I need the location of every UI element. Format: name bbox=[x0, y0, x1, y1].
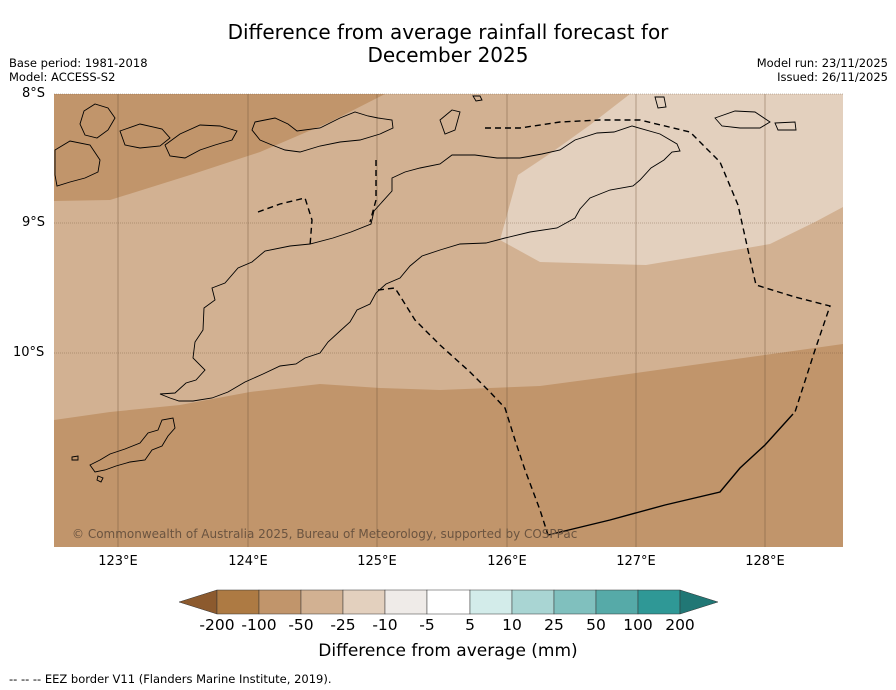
lon-label-123: 123°E bbox=[98, 554, 138, 569]
model-name: Model: ACCESS-S2 bbox=[9, 70, 116, 84]
coastline-sumba-savu bbox=[89, 417, 176, 473]
colorbar-cell-3 bbox=[300, 589, 344, 615]
colorbar-cell-9 bbox=[553, 589, 597, 615]
lat-label-8s: 8°S bbox=[22, 86, 46, 101]
footer-eez-note: -- -- -- EEZ border V11 (Flanders Marine… bbox=[9, 672, 332, 686]
lon-label-127: 127°E bbox=[616, 554, 656, 569]
colorbar-cell-11 bbox=[637, 589, 681, 615]
meta-left: Base period: 1981-2018 Model: ACCESS-S2 bbox=[9, 56, 148, 84]
eez-border bbox=[257, 119, 831, 536]
base-period: Base period: 1981-2018 bbox=[9, 56, 148, 70]
colorbar-label-minus-10: -10 bbox=[372, 616, 398, 634]
eez-border-south-solid bbox=[547, 413, 794, 536]
colorbar-label-minus-5: -5 bbox=[419, 616, 435, 634]
colorbar-label-minus-100: -100 bbox=[241, 616, 277, 634]
lon-label-128: 128°E bbox=[745, 554, 785, 569]
map-panel: © Commonwealth of Australia 2025, Bureau… bbox=[54, 93, 843, 547]
title-line-1: Difference from average rainfall forecas… bbox=[227, 20, 669, 44]
model-run: Model run: 23/11/2025 bbox=[756, 56, 888, 70]
colorbar-label-200: 200 bbox=[665, 616, 695, 634]
lat-label-9s: 9°S bbox=[22, 215, 46, 230]
colorbar-extend-low bbox=[178, 589, 218, 615]
colorbar-extend-high bbox=[679, 589, 719, 615]
colorbar-label-minus-200: -200 bbox=[199, 616, 235, 634]
coastline-alor bbox=[54, 103, 116, 187]
lon-label-124: 124°E bbox=[228, 554, 268, 569]
colorbar-label-5: 5 bbox=[465, 616, 475, 634]
colorbar-title: Difference from average (mm) bbox=[318, 641, 578, 661]
coastline-atauro bbox=[439, 95, 483, 135]
eez-border-timor-leste bbox=[377, 287, 549, 536]
colorbar bbox=[178, 589, 719, 615]
coastline-northeast-islands bbox=[654, 96, 797, 131]
eez-border-north bbox=[369, 160, 377, 223]
lon-label-125: 125°E bbox=[357, 554, 397, 569]
copyright-text: © Commonwealth of Australia 2025, Bureau… bbox=[72, 527, 577, 541]
eez-border-oecusse bbox=[257, 197, 313, 247]
colorbar-label-minus-25: -25 bbox=[330, 616, 356, 634]
coastline-timor bbox=[159, 125, 681, 402]
coastlines bbox=[54, 95, 797, 483]
colorbar-cell-7 bbox=[469, 589, 513, 615]
lon-label-126: 126°E bbox=[487, 554, 527, 569]
colorbar-label-25: 25 bbox=[544, 616, 564, 634]
coastline-small-island-sw bbox=[71, 455, 104, 483]
colorbar-cell-6 bbox=[426, 589, 471, 615]
colorbar-label-10: 10 bbox=[502, 616, 522, 634]
coastline-wetar bbox=[251, 111, 394, 153]
eez-border-east bbox=[485, 119, 831, 413]
colorbar-cell-1 bbox=[216, 589, 260, 615]
colorbar-cell-10 bbox=[595, 589, 639, 615]
meta-right: Model run: 23/11/2025 Issued: 26/11/2025 bbox=[757, 56, 888, 84]
issued-date: Issued: 26/11/2025 bbox=[777, 70, 888, 84]
colorbar-cell-2 bbox=[258, 589, 302, 615]
colorbar-cell-5 bbox=[384, 589, 428, 615]
lat-label-10s: 10°S bbox=[13, 345, 45, 360]
colorbar-cell-4 bbox=[342, 589, 386, 615]
colorbar-label-100: 100 bbox=[623, 616, 653, 634]
colorbar-cell-8 bbox=[511, 589, 555, 615]
coastline-wetar-west bbox=[119, 123, 238, 159]
colorbar-label-50: 50 bbox=[586, 616, 606, 634]
colorbar-label-minus-50: -50 bbox=[288, 616, 314, 634]
title-line-2: December 2025 bbox=[367, 43, 529, 67]
